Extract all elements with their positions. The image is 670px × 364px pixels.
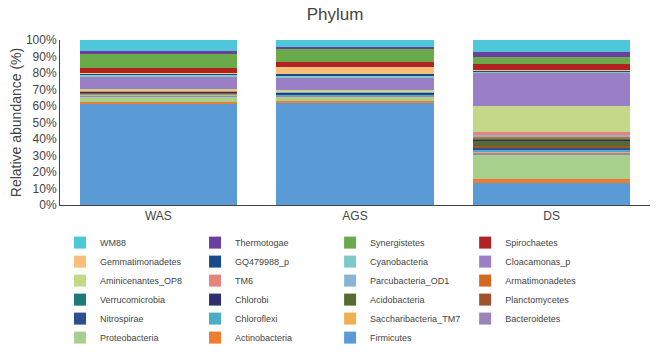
svg-text:Armatimonadetes: Armatimonadetes [505,276,576,286]
svg-text:20%: 20% [33,165,57,179]
svg-text:Spirochaetes: Spirochaetes [505,238,558,248]
svg-text:Parcubacteria_OD1: Parcubacteria_OD1 [370,276,449,286]
svg-text:WAS: WAS [145,209,172,223]
svg-text:Acidobacteria: Acidobacteria [370,295,425,305]
svg-text:70%: 70% [33,83,57,97]
svg-text:AGS: AGS [342,209,367,223]
svg-text:WM88: WM88 [100,238,126,248]
svg-text:Aminicenantes_OP8: Aminicenantes_OP8 [100,276,182,286]
svg-text:Gemmatimonadetes: Gemmatimonadetes [100,257,182,267]
svg-text:Cloacamonas_p: Cloacamonas_p [505,257,570,267]
svg-text:TM6: TM6 [235,276,253,286]
svg-text:Synergistetes: Synergistetes [370,238,425,248]
svg-text:DS: DS [543,209,560,223]
svg-text:Thermotogae: Thermotogae [235,238,289,248]
svg-text:Chlorobi: Chlorobi [235,295,269,305]
svg-text:Chloroflexi: Chloroflexi [235,314,278,324]
svg-text:Relative abundance (%): Relative abundance (%) [8,48,24,197]
svg-text:Saccharibacteria_TM7: Saccharibacteria_TM7 [370,314,460,324]
svg-text:50%: 50% [33,116,57,130]
svg-text:0%: 0% [39,198,57,212]
svg-text:Nitrospirae: Nitrospirae [100,314,144,324]
svg-text:90%: 90% [33,50,57,64]
svg-text:Cyanobacteria: Cyanobacteria [370,257,428,267]
svg-text:Actinobacteria: Actinobacteria [235,333,292,343]
svg-text:100%: 100% [26,33,57,47]
svg-text:Proteobacteria: Proteobacteria [100,333,159,343]
svg-text:80%: 80% [33,66,57,80]
svg-text:Bacteroidetes: Bacteroidetes [505,314,561,324]
svg-text:Verrucomicrobia: Verrucomicrobia [100,295,165,305]
svg-text:Planctomycetes: Planctomycetes [505,295,569,305]
svg-text:Phylum: Phylum [307,5,364,24]
svg-text:40%: 40% [33,132,57,146]
svg-text:30%: 30% [33,149,57,163]
svg-text:10%: 10% [33,182,57,196]
svg-text:Firmicutes: Firmicutes [370,333,412,343]
svg-text:60%: 60% [33,99,57,113]
svg-text:GQ479988_p: GQ479988_p [235,257,289,267]
